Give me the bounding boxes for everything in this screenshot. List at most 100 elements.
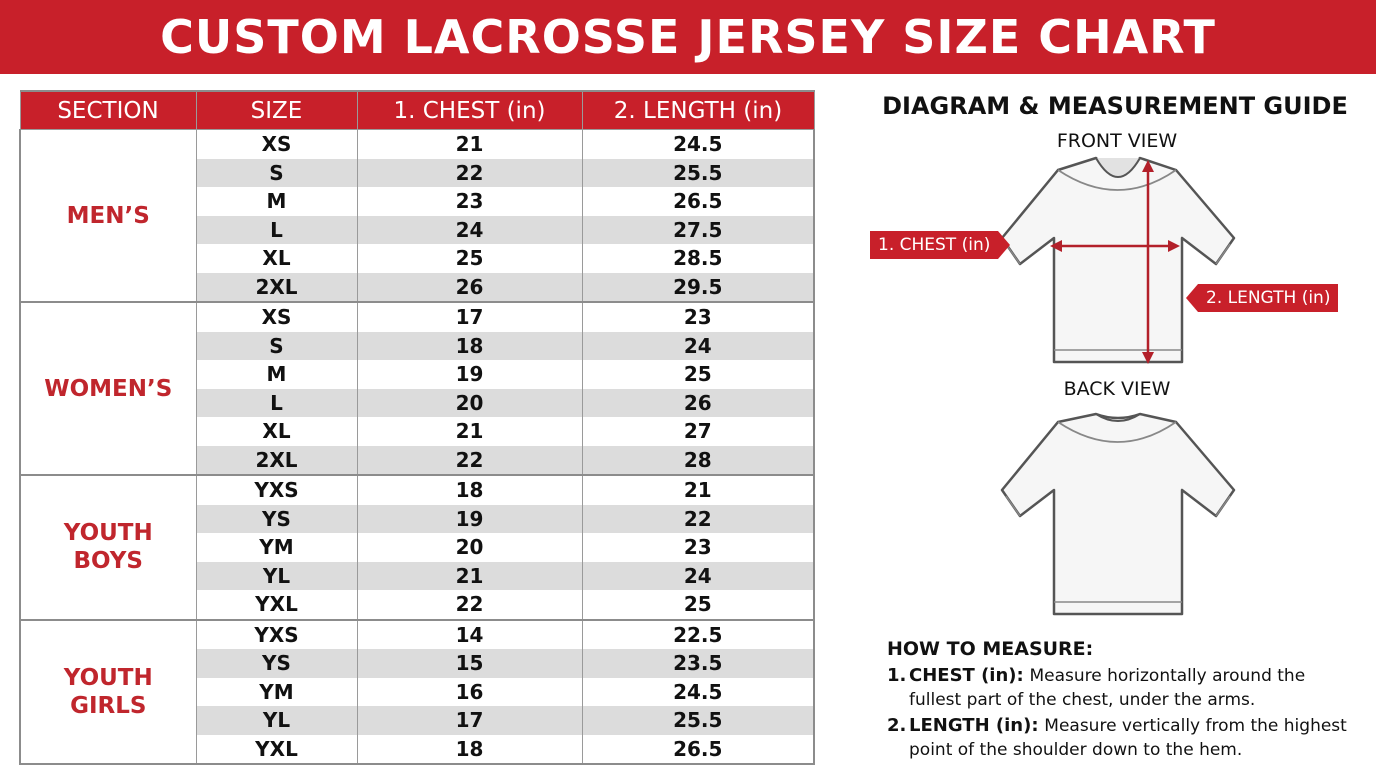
size-cell: 2XL (195, 272, 358, 303)
chest-cell: 25 (356, 244, 583, 273)
length-cell: 28 (581, 445, 815, 476)
item-term: CHEST (in): (909, 665, 1024, 686)
size-chart-table: SECTION SIZE 1. CHEST (in) 2. LENGTH (in… (19, 90, 815, 765)
size-cell: YM (195, 533, 358, 562)
front-view-label: FRONT VIEW (1056, 130, 1178, 152)
length-cell: 29.5 (581, 272, 815, 303)
length-callout: 2. LENGTH (in) (1185, 284, 1339, 312)
chest-cell: 18 (356, 331, 583, 360)
table-row: YXL 18 26.5 (20, 734, 815, 765)
chest-cell: 19 (356, 360, 583, 389)
chest-cell: 21 (356, 129, 583, 159)
column-header-length: 2. LENGTH (in) (581, 90, 815, 130)
jersey-front-icon (1000, 156, 1236, 364)
chest-cell: 17 (356, 706, 583, 735)
length-cell: 22 (581, 504, 815, 533)
length-cell: 26 (581, 388, 815, 417)
length-cell: 26.5 (581, 734, 815, 765)
size-cell: YS (195, 504, 358, 533)
size-cell: YM (195, 677, 358, 706)
column-header-section: SECTION (19, 90, 197, 130)
table-row: L 20 26 (20, 388, 815, 417)
length-cell: 23 (581, 302, 815, 332)
table-row: YM 16 24.5 (20, 677, 815, 706)
guide-title: DIAGRAM & MEASUREMENT GUIDE (882, 92, 1348, 120)
size-cell: M (195, 360, 358, 389)
chest-cell: 17 (356, 302, 583, 332)
length-cell: 24 (581, 561, 815, 590)
size-cell: L (195, 215, 358, 244)
length-cell: 25.5 (581, 158, 815, 187)
table-row: S 18 24 (20, 331, 815, 360)
size-cell: XS (195, 302, 358, 332)
table-row: YOUTH BOYS YXS 18 21 (19, 475, 815, 621)
length-cell: 25 (581, 590, 815, 621)
chest-cell: 19 (356, 504, 583, 533)
length-cell: 28.5 (581, 244, 815, 273)
column-header-chest: 1. CHEST (in) (356, 90, 583, 130)
table-row: WOMEN’S XS 17 23 (19, 302, 815, 476)
length-cell: 22.5 (581, 619, 815, 649)
chest-cell: 22 (356, 158, 583, 187)
length-cell: 23 (581, 533, 815, 562)
length-cell: 27 (581, 417, 815, 446)
section-label: MEN’S (19, 129, 197, 303)
length-cell: 25 (581, 360, 815, 389)
table-row: XL 21 27 (20, 417, 815, 446)
table-row: YL 21 24 (20, 561, 815, 590)
how-to-item-chest: 1. CHEST (in): Measure horizontally arou… (887, 664, 1357, 712)
table-row: YL 17 25.5 (20, 706, 815, 735)
size-cell: YXL (195, 590, 358, 621)
item-description: Measure vertically from the highest poin… (909, 716, 1347, 760)
size-cell: XL (195, 417, 358, 446)
size-cell: 2XL (195, 445, 358, 476)
chest-cell: 23 (356, 187, 583, 216)
chest-cell: 14 (356, 619, 583, 649)
size-cell: M (195, 187, 358, 216)
chest-cell: 16 (356, 677, 583, 706)
table-row: YXL 22 25 (20, 590, 815, 621)
title-banner: CUSTOM LACROSSE JERSEY SIZE CHART (0, 0, 1376, 74)
table-row: YS 19 22 (20, 504, 815, 533)
page-title: CUSTOM LACROSSE JERSEY SIZE CHART (160, 10, 1216, 64)
chest-cell: 20 (356, 533, 583, 562)
table-row: YS 15 23.5 (20, 649, 815, 678)
length-cell: 27.5 (581, 215, 815, 244)
how-to-title: HOW TO MEASURE: (887, 638, 1094, 660)
size-cell: S (195, 158, 358, 187)
length-cell: 21 (581, 475, 815, 505)
size-cell: YXS (195, 619, 358, 649)
table-header-row: SECTION SIZE 1. CHEST (in) 2. LENGTH (in… (19, 90, 815, 130)
length-cell: 24.5 (581, 129, 815, 159)
how-to-measure: HOW TO MEASURE: 1. CHEST (in): Measure h… (887, 638, 1357, 762)
chest-cell: 20 (356, 388, 583, 417)
size-cell: XL (195, 244, 358, 273)
table-row: MEN’S XS 21 24.5 (19, 129, 815, 303)
item-description: Measure horizontally around the fullest … (909, 666, 1306, 710)
chest-cell: 15 (356, 649, 583, 678)
table-body: MEN’S XS 21 24.5 S 22 25.5 M 23 26.5 L 24 27.5 XL 25 28… (19, 129, 815, 765)
length-cell: 26.5 (581, 187, 815, 216)
chest-callout: 1. CHEST (in) (870, 231, 1011, 259)
table-row: M 19 25 (20, 360, 815, 389)
chest-cell: 26 (356, 272, 583, 303)
length-cell: 25.5 (581, 706, 815, 735)
jersey-back-icon (1000, 412, 1236, 616)
chest-cell: 18 (356, 734, 583, 765)
chest-cell: 21 (356, 561, 583, 590)
table-row: YM 20 23 (20, 533, 815, 562)
size-cell: S (195, 331, 358, 360)
table-row: S 22 25.5 (20, 158, 815, 187)
back-view-label: BACK VIEW (1063, 378, 1171, 400)
length-cell: 23.5 (581, 649, 815, 678)
size-cell: YL (195, 561, 358, 590)
table-row: 2XL 26 29.5 (20, 272, 815, 303)
table-row: XL 25 28.5 (20, 244, 815, 273)
section-label: YOUTH BOYS (19, 475, 197, 621)
item-number: 1. (887, 665, 907, 686)
chest-cell: 24 (356, 215, 583, 244)
chest-cell: 22 (356, 590, 583, 621)
table-row: YOUTH GIRLS YXS 14 22.5 (19, 619, 815, 765)
length-cell: 24.5 (581, 677, 815, 706)
table-row: M 23 26.5 (20, 187, 815, 216)
